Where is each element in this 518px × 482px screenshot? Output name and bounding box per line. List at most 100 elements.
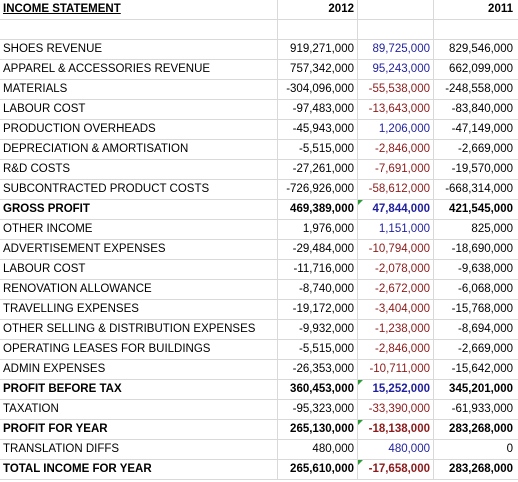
change-cell[interactable]: -3,404,000 — [358, 300, 434, 319]
row-label-cell[interactable]: SUBCONTRACTED PRODUCT COSTS — [0, 180, 278, 199]
change-cell[interactable]: -58,612,000 — [358, 180, 434, 199]
value-2012-cell[interactable]: 757,342,000 — [278, 60, 358, 79]
value-2012-cell[interactable]: 360,453,000 — [278, 380, 358, 399]
empty-cell[interactable] — [0, 20, 278, 39]
row-label-cell[interactable]: LABOUR COST — [0, 100, 278, 119]
empty-cell[interactable] — [278, 20, 358, 39]
value-2011-cell[interactable]: 421,545,000 — [449, 203, 513, 215]
row-label-cell[interactable]: TOTAL INCOME FOR YEAR — [0, 460, 278, 479]
row-label-cell[interactable]: OTHER INCOME — [0, 220, 278, 239]
header-2012[interactable]: 2012 — [278, 0, 358, 19]
value-2011-cell[interactable]: 662,099,000 — [449, 63, 513, 75]
value-2011-cell[interactable]: -15,768,000 — [451, 303, 513, 315]
value-2012-cell[interactable]: -304,096,000 — [278, 80, 358, 99]
value-2011-cell[interactable]: 283,268,000 — [449, 423, 513, 435]
change-cell[interactable]: -10,794,000 — [358, 240, 434, 259]
value-2012-cell[interactable]: -5,515,000 — [278, 140, 358, 159]
value-2012-cell[interactable]: 1,976,000 — [278, 220, 358, 239]
row-label-cell[interactable]: DEPRECIATION & AMORTISATION — [0, 140, 278, 159]
value-2011-cell[interactable]: 0 — [506, 443, 513, 455]
value-2011-cell[interactable]: -9,638,000 — [458, 263, 513, 275]
change-cell[interactable]: -17,658,000 — [358, 460, 434, 479]
change-cell[interactable]: -2,846,000 — [358, 140, 434, 159]
change-cell[interactable]: -2,846,000 — [358, 340, 434, 359]
value-2011-cell[interactable]: -6,068,000 — [458, 283, 513, 295]
value-2011-cell[interactable]: 345,201,000 — [449, 383, 513, 395]
header-label[interactable]: INCOME STATEMENT — [0, 0, 278, 19]
value-2012-cell[interactable]: -726,926,000 — [278, 180, 358, 199]
value-2012-cell[interactable]: -5,515,000 — [278, 340, 358, 359]
change-cell[interactable]: 15,252,000 — [358, 380, 434, 399]
row-label-cell[interactable]: TRAVELLING EXPENSES — [0, 300, 278, 319]
value-2011-cell[interactable]: -47,149,000 — [451, 123, 513, 135]
value-2012-cell[interactable]: 265,130,000 — [278, 420, 358, 439]
value-2012-cell[interactable]: -8,740,000 — [278, 280, 358, 299]
value-2012-cell[interactable]: -95,323,000 — [278, 400, 358, 419]
value-2011-cell[interactable]: 283,268,000 — [449, 463, 513, 475]
value-2012-cell[interactable]: -27,261,000 — [278, 160, 358, 179]
value-2011-cell[interactable]: -2,669,000 — [458, 143, 513, 155]
value-2012-cell[interactable]: -45,943,000 — [278, 120, 358, 139]
row-label-cell[interactable]: OPERATING LEASES FOR BUILDINGS — [0, 340, 278, 359]
header-delta[interactable] — [358, 0, 434, 19]
row-label-cell[interactable]: ADMIN EXPENSES — [0, 360, 278, 379]
change-cell[interactable]: 1,151,000 — [358, 220, 434, 239]
row-label-cell[interactable]: APPAREL & ACCESSORIES REVENUE — [0, 60, 278, 79]
empty-cell[interactable] — [358, 20, 434, 39]
value-2012-cell[interactable]: 469,389,000 — [278, 200, 358, 219]
empty-cell[interactable] — [434, 20, 518, 39]
value-2011-cell[interactable]: -2,669,000 — [458, 343, 513, 355]
change-cell[interactable]: -1,238,000 — [358, 320, 434, 339]
header-row: INCOME STATEMENT 2012 2011 — [0, 0, 518, 20]
value-2012-cell[interactable]: -9,932,000 — [278, 320, 358, 339]
value-2012-cell[interactable]: 919,271,000 — [278, 40, 358, 59]
change-cell[interactable]: 480,000 — [358, 440, 434, 459]
change-cell[interactable]: 95,243,000 — [358, 60, 434, 79]
row-label-cell[interactable]: SHOES REVENUE — [0, 40, 278, 59]
change-cell[interactable]: 1,206,000 — [358, 120, 434, 139]
value-2011-cell[interactable]: 825,000 — [471, 223, 513, 235]
change-cell[interactable]: -7,691,000 — [358, 160, 434, 179]
value-2011-cell[interactable]: -18,690,000 — [451, 243, 513, 255]
value-2012-cell[interactable]: -97,483,000 — [278, 100, 358, 119]
change-cell[interactable]: -13,643,000 — [358, 100, 434, 119]
change-cell[interactable]: 47,844,000 — [358, 200, 434, 219]
change-cell[interactable]: -18,138,000 — [358, 420, 434, 439]
value-2011-cell[interactable]: -15,642,000 — [451, 363, 513, 375]
change-cell[interactable]: -2,672,000 — [358, 280, 434, 299]
row-label-cell[interactable]: ADVERTISEMENT EXPENSES — [0, 240, 278, 259]
row-label-cell[interactable]: MATERIALS — [0, 80, 278, 99]
value-2011-cell[interactable]: -668,314,000 — [445, 183, 513, 195]
change-cell[interactable]: -10,711,000 — [358, 360, 434, 379]
value-2011-cell[interactable]: -61,933,000 — [451, 403, 513, 415]
table-row: SHOES REVENUE 919,271,000 89,725,000 829,54… — [0, 40, 518, 60]
row-label-cell[interactable]: GROSS PROFIT — [0, 200, 278, 219]
value-2011-cell[interactable]: 829,546,000 — [449, 43, 513, 55]
change-cell[interactable]: -55,538,000 — [358, 80, 434, 99]
row-label-cell[interactable]: RENOVATION ALLOWANCE — [0, 280, 278, 299]
row-label-cell[interactable]: PROFIT BEFORE TAX — [0, 380, 278, 399]
value-2012-cell[interactable]: 480,000 — [278, 440, 358, 459]
row-label-cell[interactable]: TAXATION — [0, 400, 278, 419]
header-2011[interactable]: 2011 — [488, 3, 513, 15]
row-label-cell[interactable]: TRANSLATION DIFFS — [0, 440, 278, 459]
change-cell[interactable]: -2,078,000 — [358, 260, 434, 279]
table-row: ADMIN EXPENSES -26,353,000 -10,711,000 -15,… — [0, 360, 518, 380]
value-2012-cell[interactable]: -29,484,000 — [278, 240, 358, 259]
value-2011-cell[interactable]: -19,570,000 — [451, 163, 513, 175]
row-label-cell[interactable]: PROFIT FOR YEAR — [0, 420, 278, 439]
row-label-cell[interactable]: PRODUCTION OVERHEADS — [0, 120, 278, 139]
change-cell[interactable]: 89,725,000 — [358, 40, 434, 59]
row-label-cell[interactable]: OTHER SELLING & DISTRIBUTION EXPENSES — [0, 320, 278, 339]
value-2012-cell[interactable]: 265,610,000 — [278, 460, 358, 479]
value-2011-cell[interactable]: -83,840,000 — [451, 103, 513, 115]
row-label-cell[interactable]: LABOUR COST — [0, 260, 278, 279]
row-label-cell[interactable]: R&D COSTS — [0, 160, 278, 179]
value-2012-cell[interactable]: -19,172,000 — [278, 300, 358, 319]
value-2011-cell[interactable]: -248,558,000 — [445, 83, 513, 95]
value-2011-cell[interactable]: -8,694,000 — [458, 323, 513, 335]
table-row: LABOUR COST -97,483,000 -13,643,000 -83,840… — [0, 100, 518, 120]
value-2012-cell[interactable]: -11,716,000 — [278, 260, 358, 279]
value-2012-cell[interactable]: -26,353,000 — [278, 360, 358, 379]
change-cell[interactable]: -33,390,000 — [358, 400, 434, 419]
